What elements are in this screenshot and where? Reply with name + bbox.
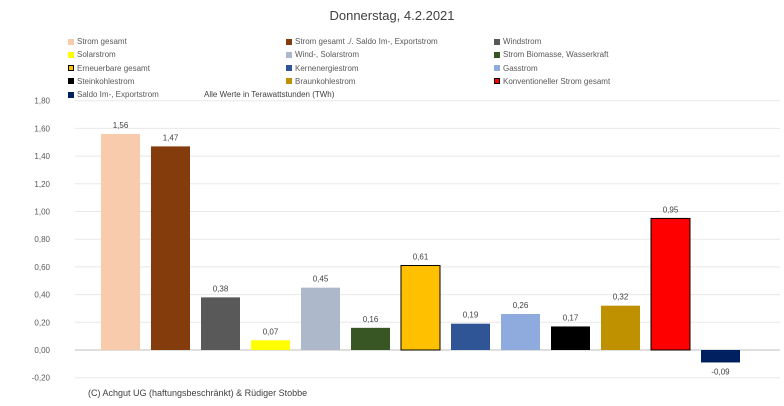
chart-title: Donnerstag, 4.2.2021 bbox=[329, 8, 455, 23]
bar bbox=[501, 313, 540, 350]
bar bbox=[650, 217, 691, 351]
legend-swatch bbox=[68, 78, 74, 85]
legend-swatch bbox=[68, 65, 74, 72]
y-tick-label: 0,20 bbox=[34, 318, 50, 327]
y-tick-label: 1,60 bbox=[34, 124, 50, 133]
legend-label: Gasstrom bbox=[503, 63, 538, 73]
legend-item: Strom gesamt ./. Saldo Im-, Exportstrom bbox=[286, 37, 438, 46]
y-tick-label: -0,20 bbox=[32, 374, 51, 383]
legend-item: Erneuerbare gesamt bbox=[68, 64, 150, 73]
y-tick-label: 1,80 bbox=[34, 97, 50, 106]
legend-item: Steinkohlestrom bbox=[68, 77, 134, 86]
data-label: 0,26 bbox=[513, 301, 529, 310]
data-label: -0,09 bbox=[711, 367, 730, 376]
data-label: 0,45 bbox=[313, 275, 329, 284]
y-tick-label: 1,20 bbox=[34, 180, 50, 189]
legend-item: Kernenergiestrom bbox=[286, 64, 359, 73]
legend-swatch bbox=[68, 38, 74, 45]
legend-label: Steinkohlestrom bbox=[77, 76, 135, 86]
legend-label: Kernenergiestrom bbox=[295, 63, 359, 73]
legend-label: Solarstrom bbox=[77, 50, 116, 60]
legend-label: Erneuerbare gesamt bbox=[77, 63, 150, 73]
bar bbox=[451, 323, 490, 350]
bar bbox=[701, 350, 740, 363]
y-tick-label: 0,00 bbox=[34, 346, 50, 355]
credit: (C) Achgut UG (haftungsbeschränkt) & Rüd… bbox=[88, 388, 308, 398]
legend-swatch bbox=[494, 38, 500, 45]
y-tick-label: 0,80 bbox=[34, 235, 50, 244]
bar bbox=[601, 305, 640, 350]
legend-item: Wind-, Solarstrom bbox=[286, 50, 359, 59]
legend-label: Braunkohlestrom bbox=[295, 76, 356, 86]
data-label: 0,19 bbox=[463, 311, 479, 320]
legend-label: Windstrom bbox=[503, 37, 542, 46]
legend-label: Konventioneller Strom gesamt bbox=[503, 76, 611, 86]
data-label: 0,38 bbox=[213, 284, 229, 293]
legend-swatch bbox=[68, 51, 74, 58]
legend-swatch bbox=[68, 91, 74, 98]
legend-swatch bbox=[286, 38, 292, 45]
legend-swatch bbox=[286, 78, 292, 85]
legend-swatch bbox=[494, 65, 500, 72]
legend-swatch bbox=[494, 51, 500, 58]
y-tick-label: 0,40 bbox=[34, 291, 50, 300]
y-tick-label: 1,00 bbox=[34, 208, 50, 217]
y-tick-label: 1,40 bbox=[34, 152, 50, 161]
legend-item: Strom gesamt bbox=[68, 37, 127, 46]
bar bbox=[551, 326, 590, 350]
bar bbox=[101, 133, 140, 350]
bar bbox=[151, 146, 190, 350]
bar bbox=[201, 297, 240, 350]
legend-swatch bbox=[494, 78, 500, 85]
legend-item: Braunkohlestrom bbox=[286, 77, 355, 86]
legend-label: Wind-, Solarstrom bbox=[295, 50, 360, 60]
data-label: 1,56 bbox=[113, 121, 129, 130]
legend-swatch bbox=[286, 51, 292, 58]
data-label: 0,17 bbox=[563, 313, 579, 322]
data-label: 0,32 bbox=[613, 293, 629, 302]
data-label: 0,07 bbox=[263, 327, 279, 336]
legend-item: Gasstrom bbox=[494, 64, 538, 73]
data-label: 0,16 bbox=[363, 315, 379, 324]
legend-label: Strom Biomasse, Wasserkraft bbox=[503, 50, 609, 60]
legend-label: Strom gesamt bbox=[77, 37, 127, 46]
bar bbox=[301, 287, 340, 350]
data-label: 0,61 bbox=[413, 253, 429, 262]
bar bbox=[400, 265, 441, 351]
units-note: Alle Werte in Terawattstunden (TWh) bbox=[204, 90, 335, 99]
legend-swatch bbox=[286, 65, 292, 72]
data-label: 0,95 bbox=[663, 205, 679, 214]
legend-item: Konventioneller Strom gesamt bbox=[494, 77, 610, 86]
legend-label: Strom gesamt ./. Saldo Im-, Exportstrom bbox=[295, 37, 438, 46]
legend-label: Saldo Im-, Exportstrom bbox=[77, 90, 159, 100]
bar bbox=[351, 327, 390, 350]
legend-item: Saldo Im-, Exportstrom bbox=[68, 90, 159, 99]
bar bbox=[251, 340, 290, 350]
legend-item: Strom Biomasse, Wasserkraft bbox=[494, 50, 609, 59]
legend-item: Solarstrom bbox=[68, 50, 116, 59]
y-tick-label: 0,60 bbox=[34, 263, 50, 272]
data-label: 1,47 bbox=[163, 133, 179, 142]
legend-item: Windstrom bbox=[494, 37, 541, 46]
